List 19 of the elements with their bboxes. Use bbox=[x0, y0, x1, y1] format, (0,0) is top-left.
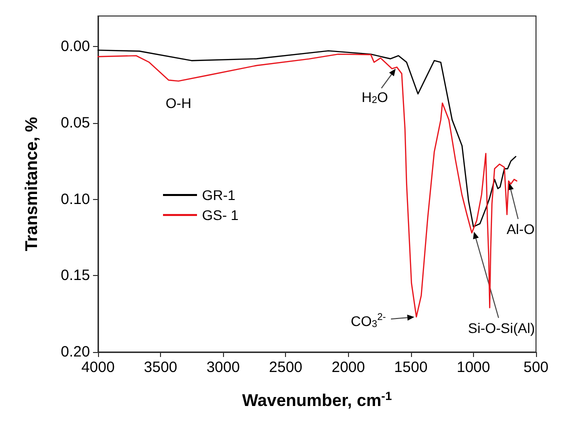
y-axis-title: Transmitance, % bbox=[22, 116, 41, 252]
legend-label: GS- 1 bbox=[202, 207, 239, 223]
y-tick-label: 0.15 bbox=[60, 267, 90, 284]
x-tick-label: 3000 bbox=[206, 359, 240, 376]
y-tick-label: 0.10 bbox=[60, 190, 90, 208]
annotation: Si-O-Si(Al) bbox=[468, 320, 535, 336]
x-tick-label: 4000 bbox=[81, 359, 115, 376]
x-tick-label: 500 bbox=[523, 359, 549, 376]
x-tick-label: 2500 bbox=[269, 359, 302, 376]
x-tick-label: 3500 bbox=[144, 359, 178, 376]
x-tick-label: 2000 bbox=[332, 359, 365, 376]
legend-label: GR-1 bbox=[202, 187, 236, 203]
x-tick-label: 1000 bbox=[456, 359, 490, 376]
annotation: O-H bbox=[166, 95, 192, 112]
y-tick-label: 0.05 bbox=[60, 114, 90, 132]
y-tick-label: 0.20 bbox=[60, 344, 90, 360]
y-tick-label: 0.00 bbox=[60, 38, 90, 56]
x-tick-label: 1500 bbox=[394, 359, 428, 376]
annotation: Al-O bbox=[506, 220, 535, 237]
